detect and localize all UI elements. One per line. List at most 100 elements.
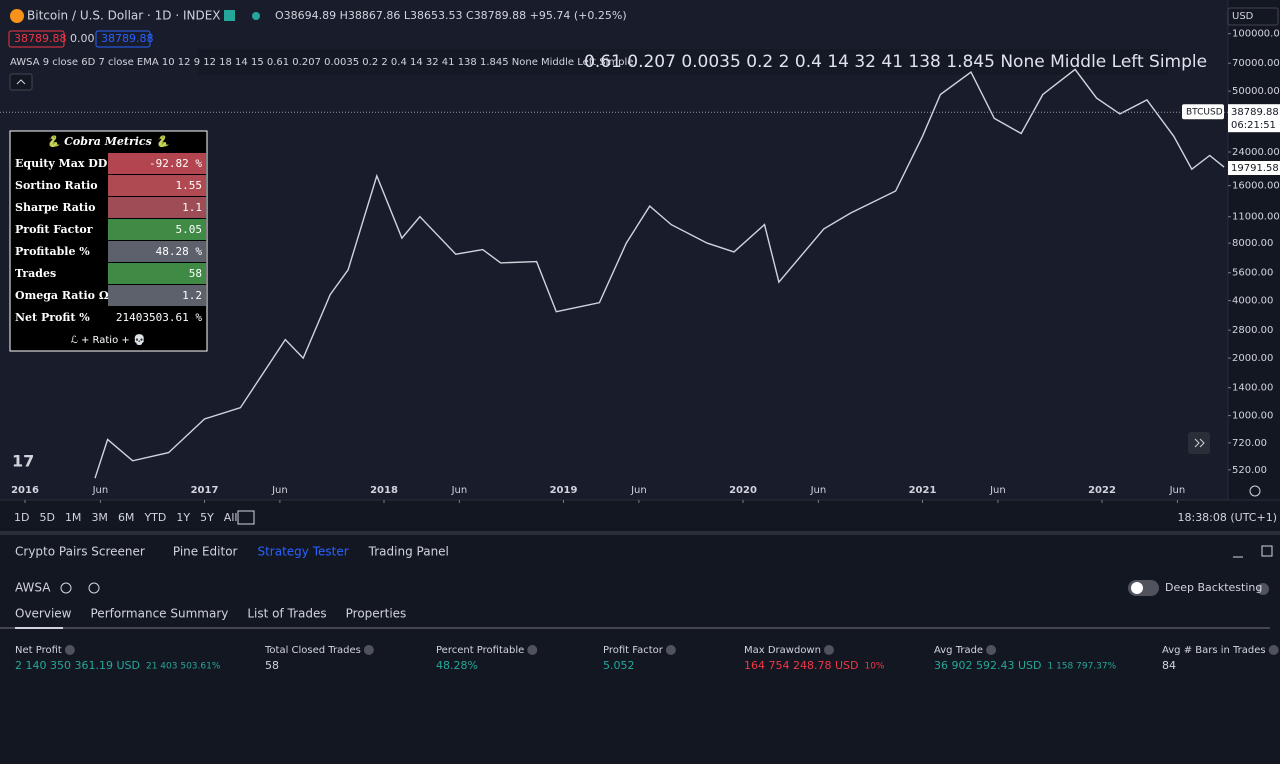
table-value: 48.28 % bbox=[156, 245, 203, 258]
panel-tab[interactable]: Pine Editor bbox=[173, 545, 238, 559]
x-tick-label: 2020 bbox=[729, 485, 757, 496]
subtab[interactable]: Properties bbox=[346, 607, 407, 621]
table-footer: ℒ + Ratio + 💀 bbox=[71, 333, 146, 346]
table-value-cell bbox=[108, 175, 206, 196]
table-value-cell bbox=[108, 307, 206, 328]
x-tick-label: Jun bbox=[271, 485, 288, 496]
panel-tab[interactable]: Crypto Pairs Screener bbox=[15, 545, 145, 559]
range-button[interactable]: YTD bbox=[143, 511, 166, 524]
range-button[interactable]: All bbox=[224, 511, 238, 524]
metric-label: Percent Profitable bbox=[436, 645, 524, 656]
info-icon bbox=[527, 645, 538, 655]
y-tick-label: 11000.00 bbox=[1232, 212, 1280, 223]
strategy-source[interactable] bbox=[88, 582, 100, 594]
table-label-cell bbox=[11, 175, 108, 196]
range-button[interactable]: 1D bbox=[14, 511, 29, 524]
clock: 18:38:08 (UTC+1) bbox=[1177, 511, 1277, 524]
table-label: Sortino Ratio bbox=[15, 179, 98, 192]
table-label-cell bbox=[11, 241, 108, 262]
y-tick-label: 1400.00 bbox=[1232, 383, 1273, 394]
y-tick-label: 720.00 bbox=[1232, 438, 1267, 449]
toggle-label: Deep Backtesting bbox=[1165, 581, 1262, 594]
x-tick-label: 2017 bbox=[191, 485, 219, 496]
countdown: 06:21:51 bbox=[1231, 120, 1276, 131]
table-value-cell bbox=[108, 219, 206, 240]
panel-controls[interactable] bbox=[1233, 545, 1273, 558]
metric-value: 2 140 350 361.19 USD bbox=[15, 659, 140, 672]
date-range-icon[interactable] bbox=[237, 510, 255, 525]
metric-value: 36 902 592.43 USD bbox=[934, 659, 1041, 672]
x-tick-label: 2021 bbox=[909, 485, 937, 496]
table-label-cell bbox=[11, 285, 108, 306]
y-tick-label: 16000.00 bbox=[1232, 181, 1280, 192]
panel-tab[interactable]: Trading Panel bbox=[368, 545, 449, 559]
range-button[interactable]: 6M bbox=[118, 511, 135, 524]
tv-logo: 17 bbox=[12, 452, 34, 471]
table-label-cell bbox=[11, 197, 108, 218]
settings-icon[interactable] bbox=[1249, 485, 1261, 497]
symbol-title: Bitcoin / U.S. Dollar · 1D · INDEX bbox=[27, 9, 221, 23]
table-value: 1.55 bbox=[176, 179, 203, 192]
table-label: Profitable % bbox=[15, 245, 90, 258]
sell-box[interactable] bbox=[8, 30, 65, 48]
toggle-knob bbox=[1131, 582, 1143, 594]
metric-label: Net Profit bbox=[15, 645, 62, 656]
y-tick-label: 2000.00 bbox=[1232, 353, 1273, 364]
price-line bbox=[94, 68, 1225, 479]
metric-value: 164 754 248.78 USD bbox=[744, 659, 858, 672]
strategy-name: AWSA bbox=[15, 581, 51, 595]
strategy-settings[interactable] bbox=[60, 582, 72, 594]
range-button[interactable]: 1M bbox=[65, 511, 82, 524]
collapse-button[interactable] bbox=[9, 73, 33, 91]
sell-price[interactable]: 38789.88 bbox=[14, 32, 67, 45]
range-button[interactable]: 3M bbox=[91, 511, 108, 524]
table-label-cell bbox=[11, 153, 108, 174]
metric-sub: 21 403 503.61% bbox=[146, 662, 221, 672]
range-button[interactable]: 5D bbox=[39, 511, 54, 524]
x-tick-label: Jun bbox=[810, 485, 827, 496]
table-value: 5.05 bbox=[176, 223, 203, 236]
table-label: Trades bbox=[15, 267, 56, 280]
indicator-overlay: 0.61 0.207 0.0035 0.2 2 0.4 14 32 41 138… bbox=[584, 52, 1207, 72]
info-icon bbox=[64, 645, 75, 655]
market-status bbox=[252, 12, 260, 20]
table-value: 21403503.61 % bbox=[116, 311, 202, 324]
low-price-tag bbox=[1228, 161, 1280, 176]
x-tick-label: Jun bbox=[451, 485, 468, 496]
currency-button[interactable] bbox=[1227, 7, 1279, 26]
table-value-cell bbox=[108, 197, 206, 218]
info-icon bbox=[1257, 583, 1269, 595]
range-button[interactable]: 1Y bbox=[176, 511, 190, 524]
symbol-tag-label: BTCUSD bbox=[1186, 108, 1223, 118]
panel-tab[interactable]: Strategy Tester bbox=[257, 545, 348, 559]
subtab[interactable]: Overview bbox=[15, 607, 72, 621]
subtab[interactable]: Performance Summary bbox=[91, 607, 229, 621]
metric-label: Avg # Bars in Trades bbox=[1162, 645, 1266, 656]
subtab[interactable]: List of Trades bbox=[247, 607, 326, 621]
flag-icon bbox=[224, 10, 235, 21]
y-tick-label: 100000.00 bbox=[1232, 29, 1280, 40]
info-icon bbox=[986, 645, 997, 655]
table-value: 1.2 bbox=[182, 289, 202, 302]
buy-price[interactable]: 38789.88 bbox=[101, 32, 154, 45]
info-icon bbox=[665, 645, 676, 655]
range-button[interactable]: 5Y bbox=[200, 511, 214, 524]
x-tick-label: Jun bbox=[92, 485, 109, 496]
info-icon bbox=[363, 645, 374, 655]
spread: 0.00 bbox=[70, 32, 95, 45]
metric-value: 84 bbox=[1162, 659, 1176, 672]
info-icon bbox=[1268, 645, 1279, 655]
last-price-label: 38789.88 bbox=[1231, 107, 1279, 118]
table-label: Sharpe Ratio bbox=[15, 201, 96, 214]
ohlc: O38694.89 H38867.86 L38653.53 C38789.88 … bbox=[275, 9, 627, 22]
metric-label: Max Drawdown bbox=[744, 645, 821, 656]
table-label-cell bbox=[11, 263, 108, 284]
metric-value: 58 bbox=[265, 659, 279, 672]
currency[interactable]: USD bbox=[1232, 11, 1254, 22]
table-label-cell bbox=[11, 219, 108, 240]
buy-box[interactable] bbox=[95, 30, 151, 48]
table-value: 58 bbox=[189, 267, 202, 280]
table-value-cell bbox=[108, 241, 206, 262]
scroll-icon bbox=[1194, 438, 1205, 448]
